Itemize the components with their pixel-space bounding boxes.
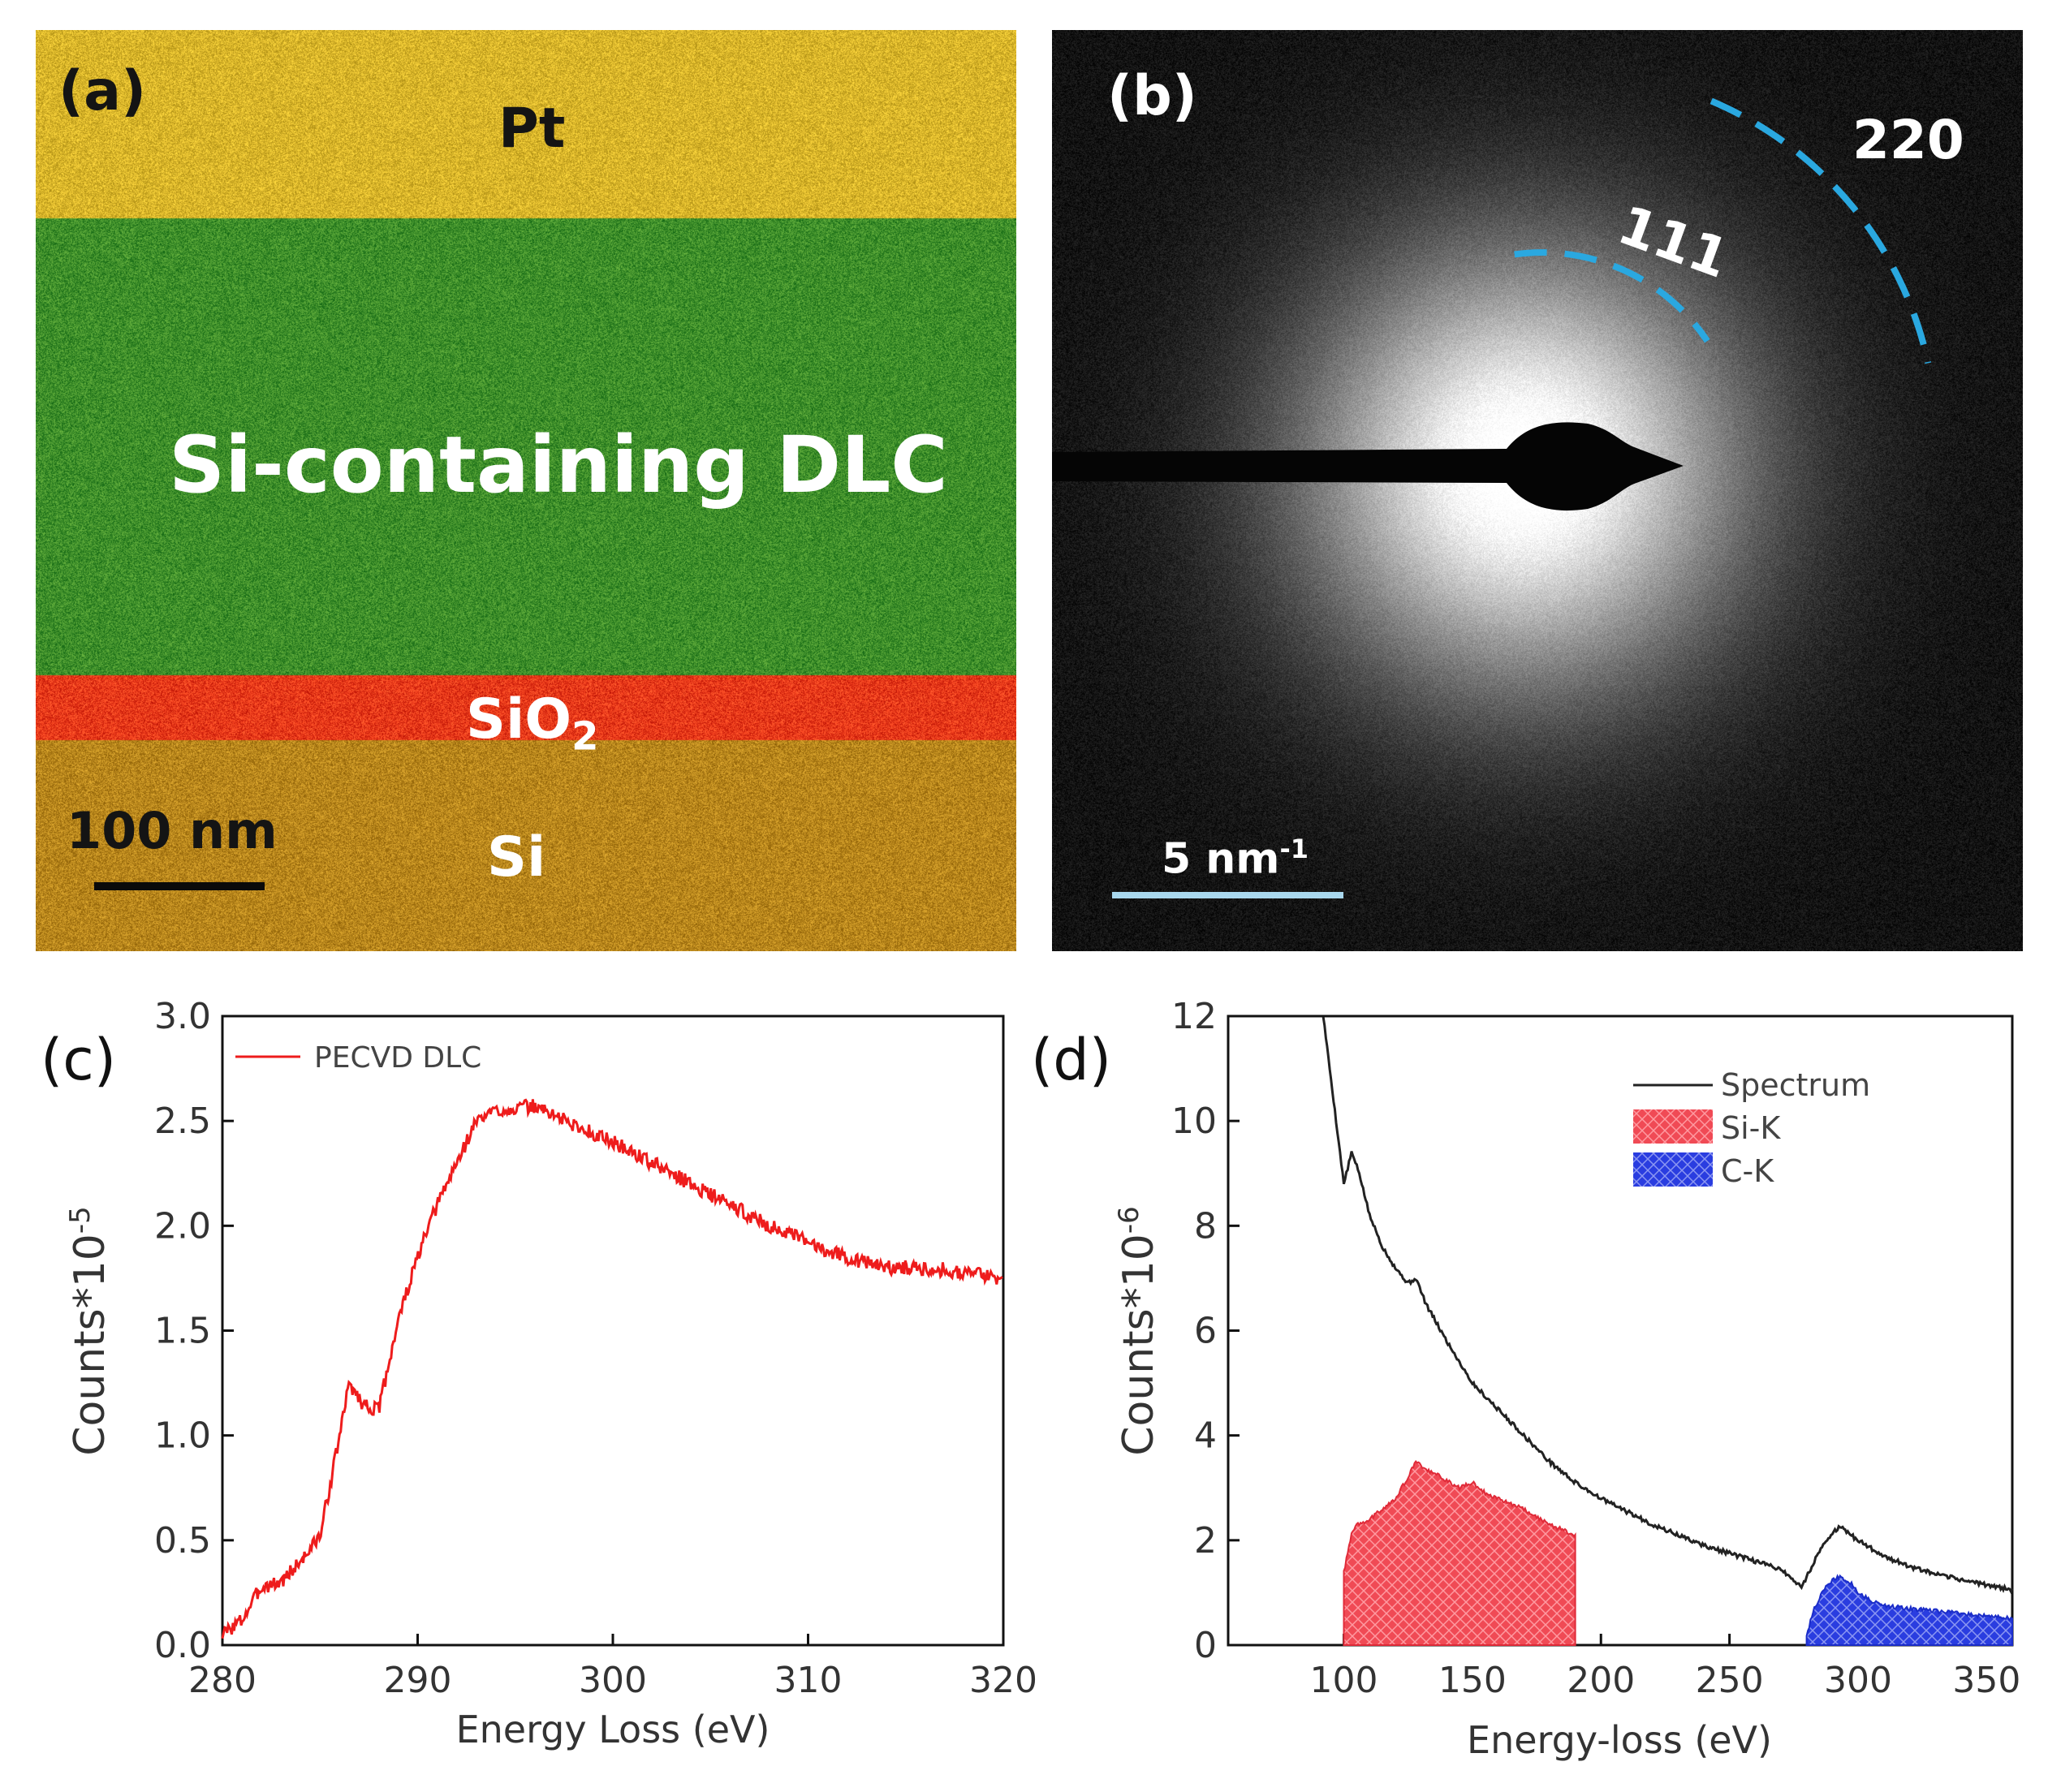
layer-label-si: Si	[487, 825, 546, 890]
chart-d-legend-label-c-k: C-K	[1721, 1153, 1774, 1189]
ring-111-arc	[1514, 249, 1710, 343]
beam-stop	[1052, 422, 1684, 511]
chart-c-y-tick-labels: 0.0 0.5 1.0 1.5 2.0 2.5 3.0	[154, 996, 211, 1666]
chart-d-panel-label: (d)	[1031, 1027, 1111, 1093]
scale-bar-b-text: 5 nm	[1162, 834, 1280, 884]
scale-bar-a-label: 100 nm	[67, 801, 278, 860]
y-tick-label: 1.5	[154, 1311, 211, 1352]
layer-label-sio2-text: SiO	[466, 687, 572, 752]
y-tick-label: 0.5	[154, 1520, 211, 1562]
chart-d-y-axis-text: Counts*10	[1115, 1234, 1163, 1456]
chart-c-legend-label: PECVD DLC	[314, 1041, 481, 1075]
chart-d-legend-swatch-c-k	[1633, 1152, 1713, 1187]
x-tick-label: 100	[1310, 1660, 1378, 1701]
panel-a-label: (a)	[58, 59, 147, 123]
x-tick-label: 320	[969, 1660, 1037, 1701]
chart-d-y-axis-sup: -6	[1113, 1206, 1145, 1234]
ring-220-label: 220	[1852, 109, 1964, 171]
panel-b-label: (b)	[1107, 64, 1197, 128]
chart-d-y-axis-label: Counts*10-6	[1113, 1206, 1163, 1456]
y-tick-label: 10	[1171, 1101, 1217, 1142]
x-tick-label: 150	[1438, 1660, 1507, 1701]
scale-bar-b	[1112, 892, 1343, 898]
chart-c-x-tick-labels: 280 290 300 310 320	[188, 1660, 1037, 1701]
layer-label-dlc: Si-containing DLC	[169, 420, 948, 510]
panel-b-overlay: 111 220	[1052, 97, 1964, 511]
layer-label-sio2: SiO2	[466, 687, 599, 760]
chart-d-y-tick-labels: 0 2 4 6 8 10 12	[1171, 996, 1217, 1666]
y-tick-label: 2.5	[154, 1101, 211, 1142]
y-tick-label: 0.0	[154, 1625, 211, 1666]
y-tick-label: 2.0	[154, 1205, 211, 1247]
chart-d-series-si-k	[1343, 1460, 1576, 1646]
x-tick-label: 300	[579, 1660, 647, 1701]
chart-c-plot-frame	[221, 1014, 1005, 1647]
layer-label-pt: Pt	[498, 97, 566, 161]
scale-bar-b-label: 5 nm-1	[1162, 834, 1309, 883]
panel-b-diffraction: 111 220 (b) 5 nm-1	[1052, 30, 2023, 951]
chart-c-series-pecvd-dlc	[221, 1098, 1003, 1639]
scale-bar-a	[94, 882, 265, 890]
chart-d-legend-label-si-k: Si-K	[1721, 1110, 1781, 1146]
x-tick-label: 250	[1696, 1660, 1764, 1701]
chart-d-series-c-k	[1805, 1574, 2013, 1646]
chart-d-series-spectrum	[1321, 1017, 2014, 1595]
chart-c-y-axis-label: Counts*10-5	[64, 1206, 114, 1456]
chart-c-y-axis-text: Counts*10	[66, 1234, 114, 1456]
x-tick-label: 200	[1567, 1660, 1635, 1701]
chart-d-legend-label-spectrum: Spectrum	[1721, 1067, 1870, 1103]
x-tick-label: 350	[1952, 1660, 2020, 1701]
chart-d-plot-frame	[1227, 1014, 2014, 1647]
chart-d-x-axis-label: Energy-loss (eV)	[1467, 1718, 1772, 1762]
chart-c-panel-label: (c)	[41, 1027, 116, 1093]
y-tick-label: 4	[1194, 1415, 1217, 1457]
chart-c-ticks	[221, 1014, 1005, 1647]
x-tick-label: 290	[384, 1660, 452, 1701]
y-tick-label: 6	[1194, 1311, 1217, 1352]
chart-d-x-tick-labels: 100 150 200 250 300 350	[1310, 1660, 2021, 1701]
y-tick-label: 8	[1194, 1205, 1217, 1247]
y-tick-label: 2	[1194, 1520, 1217, 1562]
chart-d-legend-swatch-si-k	[1633, 1109, 1713, 1144]
ring-220-arc	[1710, 97, 1932, 364]
chart-c-x-axis-label: Energy Loss (eV)	[456, 1708, 770, 1751]
x-tick-label: 300	[1824, 1660, 1892, 1701]
x-tick-label: 280	[188, 1660, 257, 1701]
y-tick-label: 3.0	[154, 996, 211, 1037]
chart-c-y-axis-sup: -5	[64, 1206, 97, 1234]
x-tick-label: 310	[774, 1660, 843, 1701]
y-tick-label: 12	[1171, 996, 1217, 1037]
layer-label-sio2-sub: 2	[571, 713, 599, 760]
scale-bar-b-sup: -1	[1279, 834, 1309, 864]
y-tick-label: 0	[1194, 1625, 1217, 1666]
panel-a-map: (a) Pt Si-containing DLC SiO2 Si 100 nm	[36, 30, 1016, 951]
y-tick-label: 1.0	[154, 1415, 211, 1457]
panel-a-canvas	[36, 30, 1016, 951]
chart-d-ticks	[1228, 1014, 1988, 1647]
